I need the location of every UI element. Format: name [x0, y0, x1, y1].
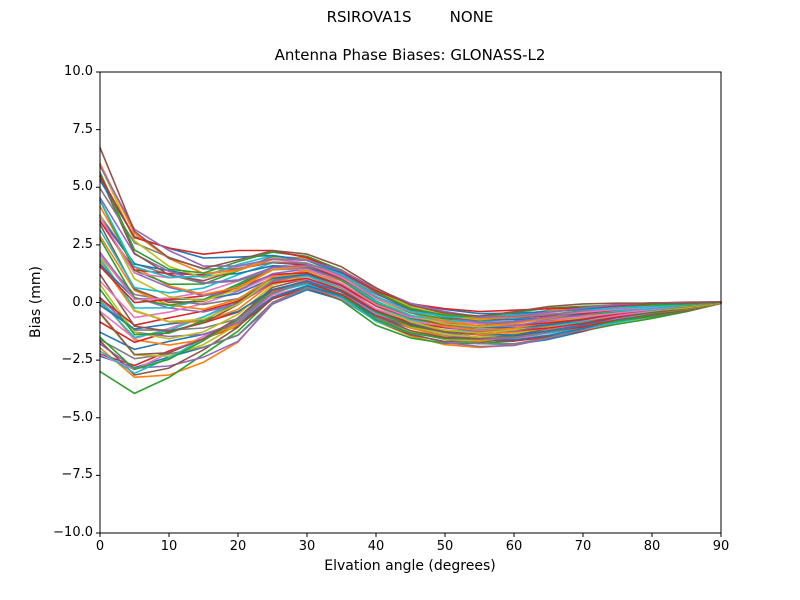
x-tick-label: 40: [367, 539, 385, 554]
x-tick-label: 90: [712, 539, 730, 554]
y-tick-label: 0.0: [72, 294, 93, 310]
y-tick-label: −7.5: [61, 467, 93, 483]
bias-curve: [99, 171, 722, 318]
x-tick-label: 80: [643, 539, 661, 554]
y-tick-label: 2.5: [72, 236, 93, 252]
x-tick-label: 30: [298, 539, 316, 554]
axes-title: Antenna Phase Biases: GLONASS-L2: [274, 46, 546, 64]
bias-curve: [99, 280, 722, 371]
x-axis-label: Elvation angle (degrees): [324, 558, 496, 574]
y-tick-label: −5.0: [61, 409, 93, 425]
bias-curve: [99, 165, 722, 318]
bias-curve: [99, 229, 722, 323]
bias-curve: [99, 272, 722, 329]
x-tick-label: 20: [229, 539, 247, 554]
x-tick-label: 10: [160, 539, 178, 554]
y-tick-label: −2.5: [61, 352, 93, 368]
x-tick-label: 50: [436, 539, 454, 554]
figure-title: RSIROVA1S NONE: [326, 8, 494, 26]
bias-curve: [99, 199, 722, 319]
x-tick-label: 60: [505, 539, 523, 554]
y-tick-label: 5.0: [72, 179, 93, 195]
bias-curve: [99, 175, 722, 321]
y-tick-label: 7.5: [72, 121, 93, 137]
x-tick-label: 0: [95, 539, 105, 554]
bias-curve: [99, 146, 722, 317]
bias-curve: [99, 162, 722, 320]
x-tick-label: 70: [574, 539, 592, 554]
bias-curve: [99, 285, 722, 395]
y-tick-label: 10.0: [64, 64, 93, 79]
bias-curve: [99, 253, 722, 325]
y-tick-label: −10.0: [53, 525, 93, 540]
